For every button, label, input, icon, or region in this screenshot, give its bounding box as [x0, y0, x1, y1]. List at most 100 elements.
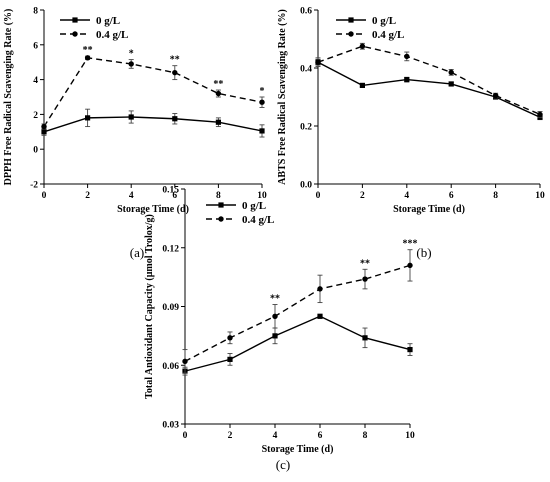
panel-caption: (c)	[276, 457, 290, 472]
data-point	[317, 286, 323, 292]
legend-marker	[72, 31, 78, 37]
y-axis-label: Total Antioxidant Capacity (μmol Trolox/…	[144, 214, 155, 399]
x-tick-label: 8	[216, 191, 221, 201]
data-point	[359, 82, 365, 88]
data-point	[172, 69, 178, 76]
significance-label: **	[213, 79, 223, 90]
data-point	[85, 115, 91, 121]
x-tick-label: 8	[493, 191, 498, 201]
series-line	[184, 315, 411, 372]
chart-panel-3: 0.03 0.06 0.09 0.12 0.15 0 2 4 6 8 10 Storage Time …	[144, 186, 418, 473]
significance-label: **	[360, 258, 370, 269]
data-point	[362, 335, 368, 341]
y-tick-label: -2	[30, 181, 38, 191]
data-point	[128, 114, 134, 120]
x-axis-label: Storage Time (d)	[393, 204, 465, 215]
panel-caption: (a)	[130, 245, 144, 260]
significance-label: **	[83, 45, 93, 56]
panel-caption: (b)	[416, 245, 431, 260]
legend: 0 g/L 0.4 g/L	[206, 200, 274, 226]
x-tick-label: 4	[273, 431, 278, 441]
legend: 0 g/L 0.4 g/L	[60, 15, 128, 41]
y-tick-label: 0.15	[162, 186, 179, 196]
x-tick-label: 6	[172, 191, 177, 201]
data-point	[272, 313, 278, 319]
data-point	[404, 77, 410, 83]
y-tick-label: 8	[33, 7, 38, 17]
data-point	[492, 92, 499, 99]
data-point	[259, 99, 265, 105]
significance-label: **	[170, 55, 180, 66]
y-tick-label: 0.06	[162, 362, 179, 372]
series-line	[317, 61, 541, 118]
data-point	[227, 356, 233, 362]
series-1	[182, 313, 413, 376]
data-point	[84, 55, 91, 61]
significance-label: *	[129, 49, 134, 60]
data-point	[227, 335, 233, 341]
data-point	[537, 111, 543, 118]
legend-marker	[348, 31, 354, 37]
data-point	[448, 69, 454, 76]
data-point	[41, 123, 47, 130]
series-2	[41, 55, 265, 130]
data-point	[272, 333, 278, 339]
x-tick-label: 0	[183, 431, 188, 441]
x-tick-label: 0	[42, 191, 47, 201]
x-tick-label: 4	[404, 191, 409, 201]
y-tick-label: 0.0	[300, 181, 312, 191]
data-point	[172, 116, 178, 122]
y-tick-label: 0.03	[162, 421, 179, 431]
legend-label: 0 g/L	[242, 200, 266, 212]
y-tick-label: 0.2	[300, 123, 312, 133]
x-tick-label: 2	[228, 431, 233, 441]
significance-label: *	[260, 86, 265, 97]
legend-label: 0 g/L	[96, 15, 120, 27]
x-tick-label: 2	[360, 191, 365, 201]
data-point	[128, 61, 134, 67]
y-tick-label: 0	[33, 146, 38, 156]
x-tick-label: 6	[449, 191, 454, 201]
series-2	[315, 42, 543, 118]
y-tick-label: 0.4	[300, 65, 312, 75]
chart-panel-2: 0.0 0.2 0.4 0.6 0 2 4 6 8 10 Storage Time (d) ABTS …	[277, 7, 545, 261]
y-tick-label: 0.12	[162, 244, 179, 254]
legend-label: 0.4 g/L	[372, 29, 404, 41]
series-line	[184, 264, 411, 362]
data-point	[259, 128, 265, 134]
x-tick-label: 4	[129, 191, 134, 201]
legend: 0 g/L 0.4 g/L	[336, 15, 404, 41]
y-axis-label: DPPH Free Radical Scavenging Rate (%)	[3, 9, 14, 186]
data-point	[407, 346, 413, 353]
legend-label: 0.4 g/L	[242, 214, 274, 226]
data-point	[315, 59, 321, 65]
significance-label: ***	[403, 239, 418, 250]
data-point	[41, 129, 47, 135]
data-point	[362, 276, 368, 282]
data-point	[317, 313, 323, 319]
x-tick-label: 10	[257, 191, 267, 201]
legend-label: 0 g/L	[372, 15, 396, 27]
legend-marker	[72, 17, 78, 23]
significance-label: **	[270, 294, 280, 305]
series-2	[182, 249, 413, 374]
x-tick-label: 6	[318, 431, 323, 441]
data-point	[404, 53, 410, 60]
data-point	[448, 81, 454, 87]
series-line	[43, 116, 263, 133]
legend-marker	[348, 17, 354, 23]
y-axis-label: ABTS Free Radical Scavenging Rate (%)	[277, 9, 288, 185]
data-point	[215, 119, 221, 125]
chart-panel-1: -2 0 2 4 6 8 0 2 4 6 8 10 Storage Time (d) DPPH Free …	[3, 7, 267, 261]
y-tick-label: 0.09	[162, 303, 179, 313]
x-tick-label: 10	[535, 191, 545, 201]
x-axis-label: Storage Time (d)	[262, 444, 334, 455]
data-point	[182, 358, 188, 365]
x-axis-label: Storage Time (d)	[117, 204, 189, 215]
legend-label: 0.4 g/L	[96, 29, 128, 41]
legend-marker	[218, 202, 224, 208]
data-point	[215, 90, 222, 97]
x-tick-label: 10	[405, 431, 415, 441]
y-tick-label: 6	[33, 41, 38, 51]
